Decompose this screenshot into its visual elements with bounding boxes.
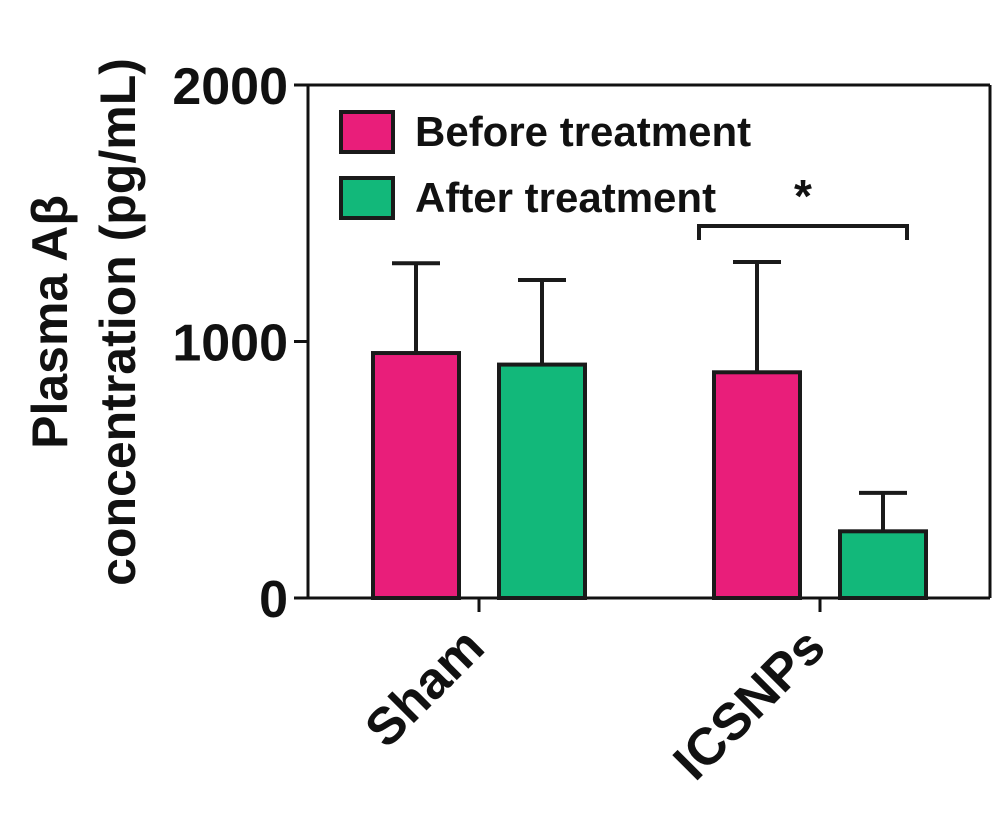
bar bbox=[371, 351, 461, 601]
y-ticks: 0 1000 2000 bbox=[172, 58, 308, 629]
y-axis-title-line1: Plasma Aβ bbox=[22, 195, 78, 449]
significance: * bbox=[697, 170, 909, 240]
legend-swatch bbox=[339, 110, 395, 154]
bar bbox=[838, 529, 928, 600]
legend-label: After treatment bbox=[415, 174, 716, 221]
legend: Before treatment After treatment bbox=[339, 108, 751, 221]
x-tick-label: Sham bbox=[354, 617, 495, 758]
bars bbox=[371, 259, 928, 601]
x-ticks: Sham ICSNPs bbox=[354, 598, 836, 791]
y-tick-label: 0 bbox=[259, 571, 288, 629]
significance-star: * bbox=[794, 170, 812, 222]
significance-bracket bbox=[697, 224, 909, 240]
legend-label: Before treatment bbox=[415, 108, 751, 155]
y-tick-label: 1000 bbox=[172, 315, 288, 373]
y-axis-title-line2: concentration (pg/mL) bbox=[90, 58, 146, 586]
x-tick-label: ICSNPs bbox=[663, 617, 837, 791]
bar bbox=[712, 370, 802, 600]
bar bbox=[497, 362, 587, 600]
legend-swatch bbox=[339, 176, 395, 220]
y-tick-label: 2000 bbox=[172, 58, 288, 116]
